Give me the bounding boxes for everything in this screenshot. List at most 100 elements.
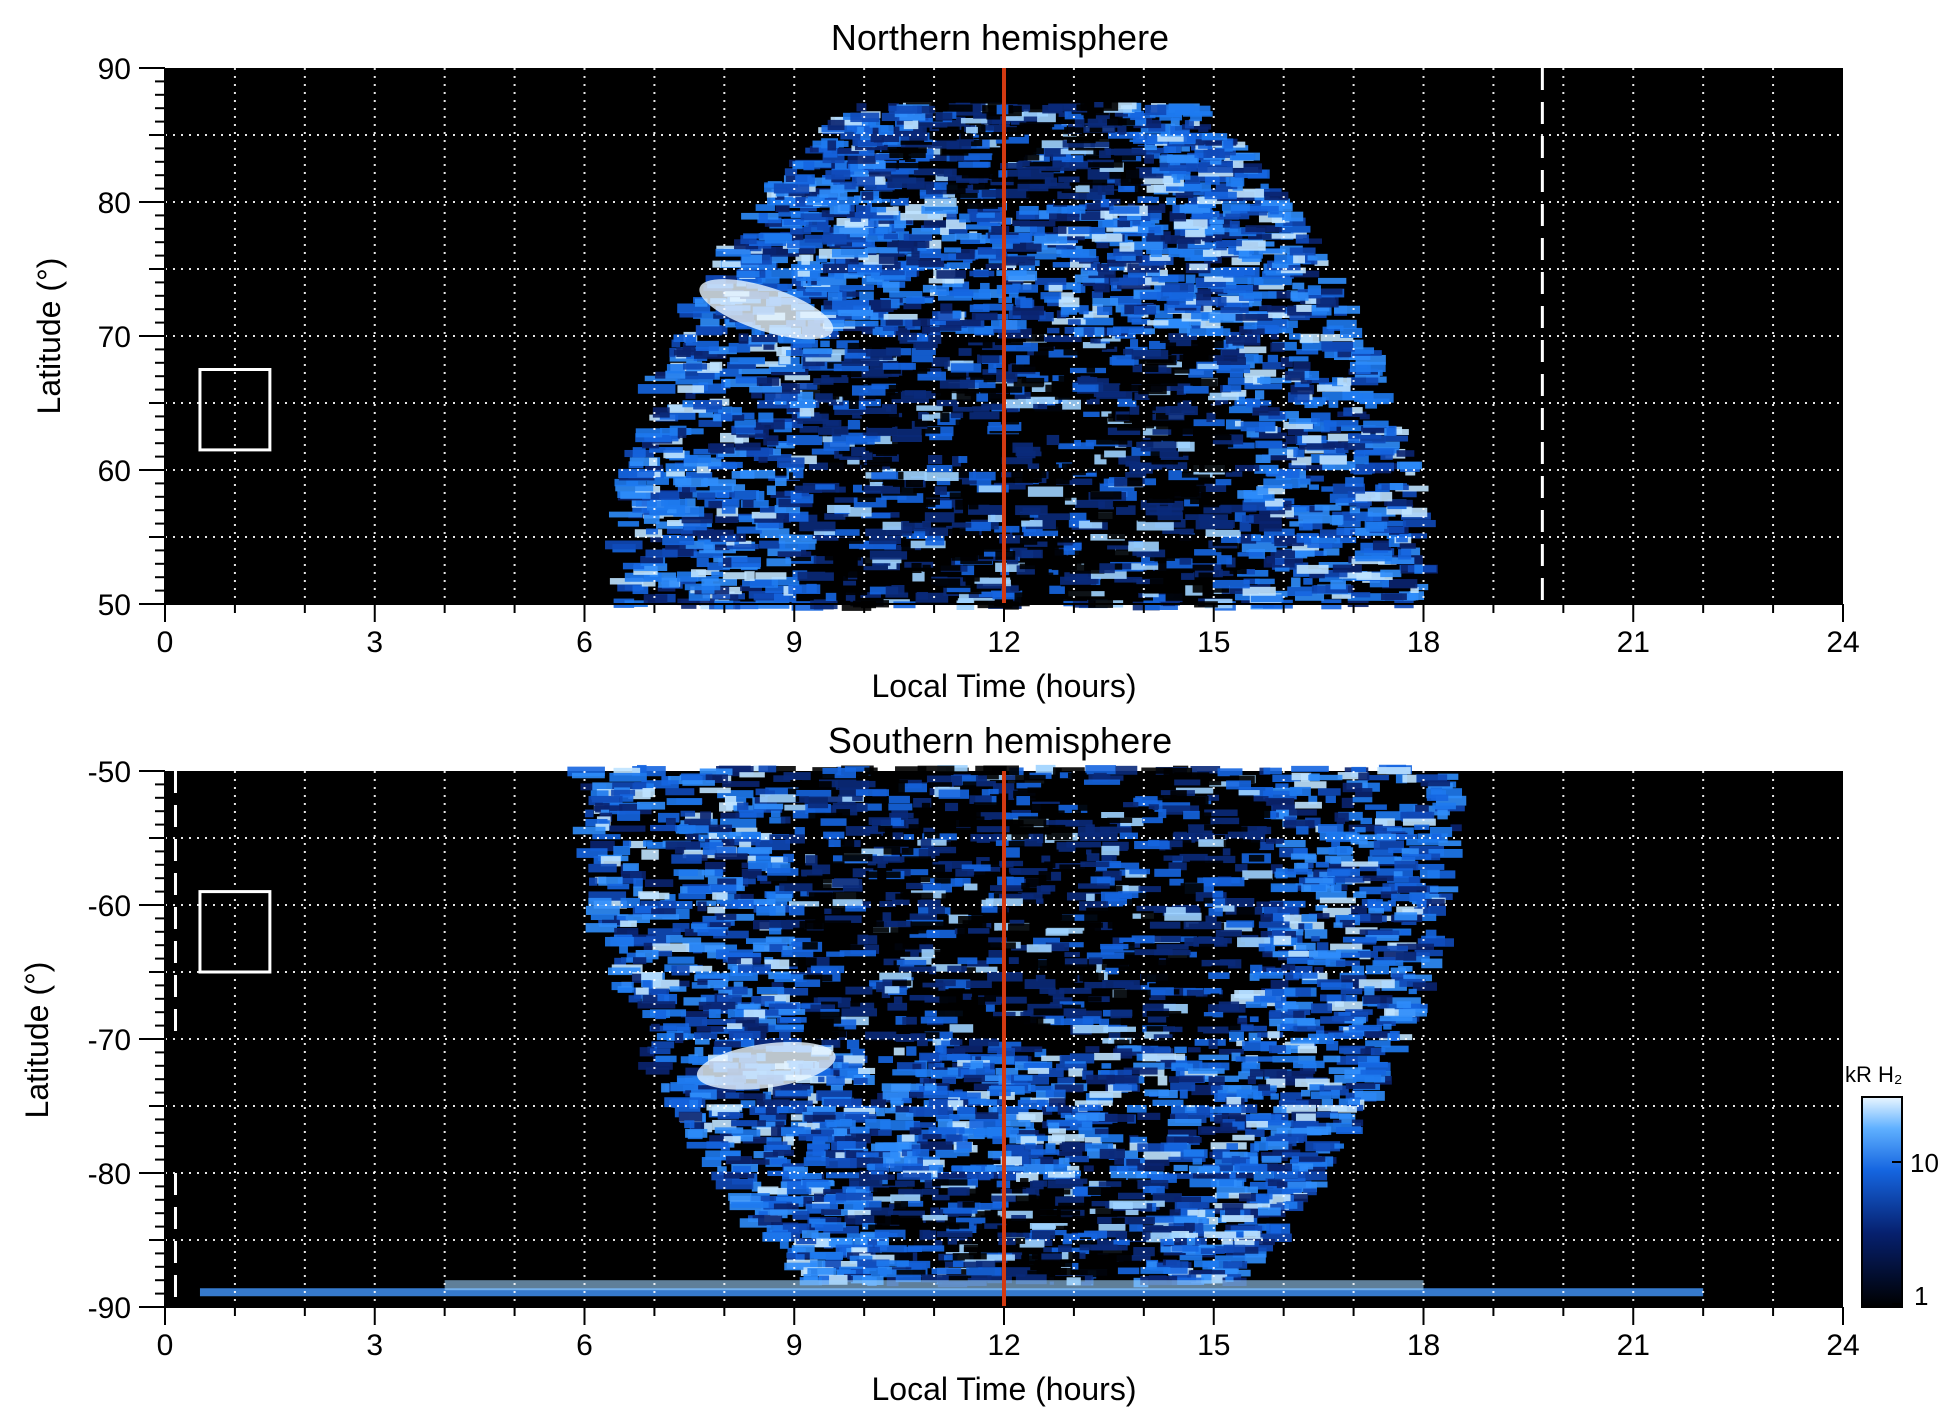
- emission-streak: [1419, 869, 1440, 879]
- emission-streak: [1131, 350, 1169, 360]
- emission-streak: [896, 959, 927, 968]
- emission-streak: [1234, 990, 1273, 998]
- emission-streak: [993, 482, 1026, 490]
- emission-streak: [996, 270, 1027, 276]
- emission-streak: [1338, 811, 1363, 821]
- emission-streak: [1359, 435, 1386, 444]
- emission-streak: [1042, 572, 1054, 582]
- emission-streak: [684, 928, 700, 936]
- emission-streak: [790, 493, 814, 504]
- emission-streak: [758, 212, 768, 224]
- emission-streak: [1041, 354, 1058, 366]
- emission-streak: [1222, 385, 1242, 392]
- emission-streak: [1192, 464, 1205, 472]
- emission-streak: [1283, 820, 1315, 829]
- emission-streak: [1117, 283, 1151, 290]
- emission-streak: [976, 392, 989, 402]
- emission-streak: [995, 134, 1029, 144]
- emission-streak: [696, 569, 720, 576]
- emission-streak: [1059, 864, 1097, 873]
- emission-streak: [960, 238, 986, 244]
- emission-streak: [863, 578, 892, 587]
- emission-streak: [1355, 354, 1386, 365]
- emission-streak: [909, 994, 936, 1001]
- emission-streak: [1191, 312, 1210, 320]
- emission-streak: [712, 892, 728, 900]
- emission-streak: [885, 892, 904, 901]
- emission-streak: [1179, 853, 1208, 862]
- emission-streak: [1318, 277, 1347, 284]
- emission-streak: [1353, 455, 1369, 465]
- emission-streak: [1415, 774, 1448, 783]
- emission-streak: [909, 930, 940, 938]
- emission-streak: [1092, 297, 1119, 306]
- emission-streak: [777, 987, 809, 996]
- emission-streak: [1397, 886, 1427, 893]
- emission-streak: [779, 883, 813, 892]
- emission-streak: [834, 269, 844, 280]
- emission-streak: [1374, 818, 1395, 828]
- emission-streak: [704, 368, 742, 377]
- emission-streak: [869, 170, 892, 177]
- emission-streak: [822, 196, 859, 205]
- emission-streak: [1123, 348, 1134, 355]
- emission-streak: [1373, 840, 1404, 850]
- emission-streak: [647, 928, 681, 936]
- emission-streak: [1210, 993, 1220, 1003]
- emission-streak: [666, 935, 683, 943]
- emission-streak: [1316, 384, 1351, 392]
- emission-streak: [1391, 893, 1426, 902]
- emission-streak: [628, 789, 651, 800]
- emission-streak: [707, 906, 726, 914]
- emission-streak: [1101, 845, 1120, 856]
- emission-streak: [889, 533, 927, 539]
- emission-streak: [1355, 788, 1373, 798]
- emission-streak: [652, 407, 670, 418]
- emission-streak: [609, 772, 647, 782]
- emission-streak: [905, 477, 923, 488]
- emission-streak: [784, 804, 815, 811]
- emission-streak: [1402, 519, 1436, 528]
- emission-streak: [847, 262, 883, 273]
- emission-streak: [1188, 196, 1203, 205]
- emission-streak: [961, 864, 991, 872]
- emission-streak: [721, 261, 759, 268]
- emission-streak: [952, 310, 962, 319]
- emission-streak: [1316, 297, 1339, 308]
- emission-streak: [1296, 533, 1319, 543]
- emission-streak: [593, 856, 604, 865]
- emission-streak: [684, 583, 721, 591]
- emission-streak: [633, 878, 643, 888]
- emission-streak: [600, 856, 621, 867]
- emission-streak: [1342, 782, 1363, 793]
- emission-streak: [857, 492, 876, 503]
- emission-streak: [721, 507, 736, 514]
- emission-streak: [786, 406, 803, 413]
- emission-streak: [917, 899, 937, 908]
- emission-streak: [635, 949, 659, 960]
- emission-streak: [948, 988, 965, 995]
- emission-streak: [1097, 405, 1128, 412]
- emission-streak: [1024, 838, 1043, 847]
- emission-streak: [1052, 262, 1071, 268]
- emission-streak: [1149, 254, 1171, 261]
- emission-streak: [738, 368, 772, 375]
- emission-streak: [847, 153, 876, 164]
- emission-streak: [1253, 795, 1269, 802]
- emission-streak: [642, 491, 680, 500]
- emission-streak: [841, 355, 880, 366]
- emission-streak: [657, 586, 676, 592]
- emission-streak: [1135, 995, 1148, 1004]
- emission-streak: [1322, 391, 1360, 401]
- emission-streak: [1037, 311, 1054, 322]
- emission-streak: [842, 854, 873, 862]
- emission-streak: [617, 914, 650, 924]
- emission-streak: [1176, 389, 1187, 395]
- emission-streak: [932, 846, 957, 854]
- emission-streak: [1127, 966, 1164, 977]
- emission-streak: [945, 811, 981, 819]
- emission-streak: [969, 176, 979, 184]
- emission-streak: [642, 440, 660, 449]
- emission-streak: [913, 528, 929, 539]
- emission-streak: [899, 499, 936, 507]
